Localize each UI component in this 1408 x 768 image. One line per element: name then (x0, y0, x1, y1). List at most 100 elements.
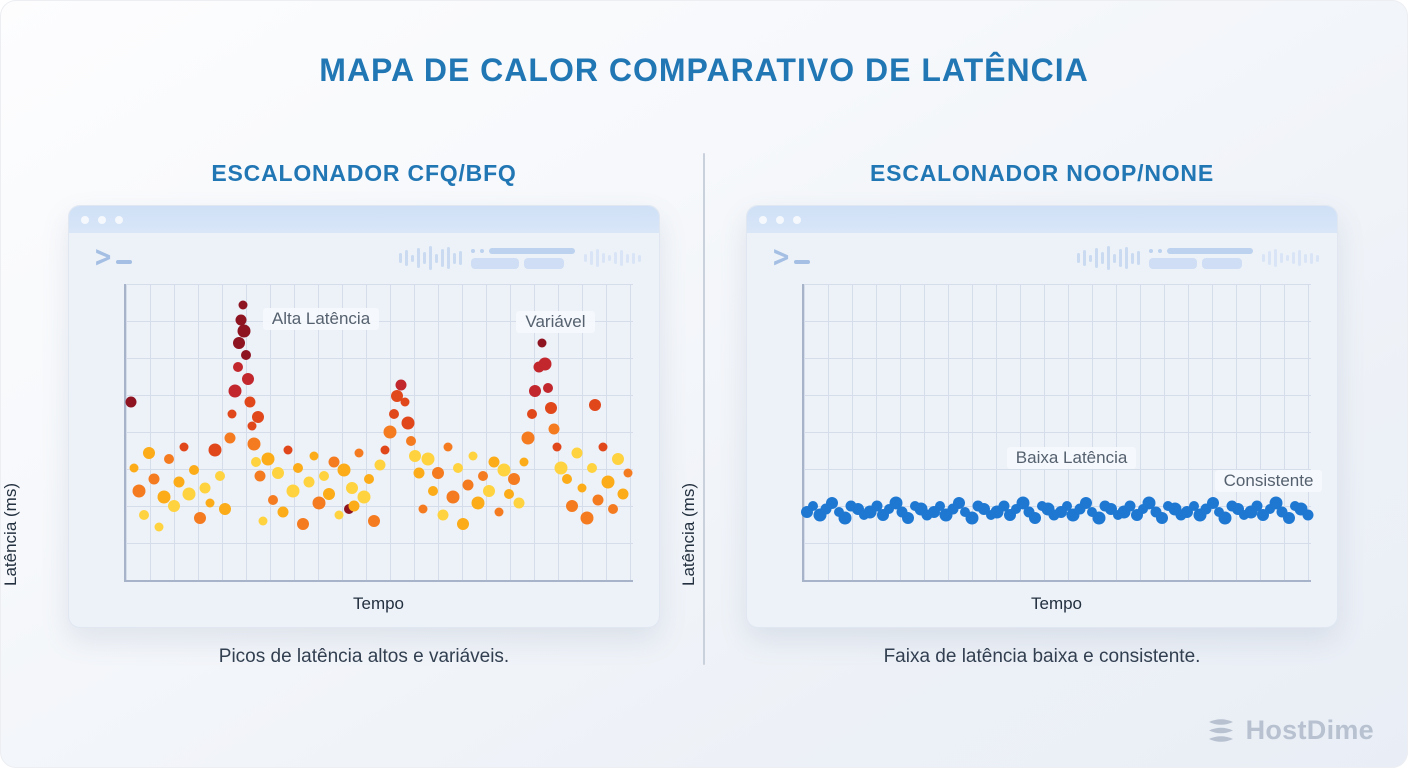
data-point (193, 511, 206, 524)
data-point (357, 490, 371, 504)
data-point (1011, 503, 1022, 514)
data-point (482, 485, 495, 498)
data-point (125, 396, 137, 408)
waveform-bar (1262, 254, 1265, 262)
waveform-bar (602, 253, 605, 263)
window-control-dot (793, 215, 801, 224)
data-point (227, 409, 237, 419)
chart-annotation: Alta Latência (262, 307, 380, 330)
hostdime-logo-text: HostDime (1245, 715, 1374, 745)
redacted-text-lines (471, 247, 575, 269)
data-point (391, 390, 404, 403)
data-point (972, 500, 984, 512)
data-point (237, 324, 251, 338)
terminal-prompt-icon: > (773, 241, 811, 276)
data-point (328, 456, 340, 468)
data-point (303, 476, 315, 488)
data-point (1302, 509, 1314, 521)
data-point (544, 402, 557, 415)
chart-annotation: Consistente (1214, 470, 1323, 493)
waveform-bar (1268, 251, 1271, 265)
page-title: MAPA DE CALOR COMPARATIVO DE LATÊNCIA (319, 52, 1089, 88)
waveform-bar (638, 254, 641, 262)
data-point (453, 462, 464, 473)
data-point (548, 423, 560, 435)
data-point (1124, 500, 1136, 512)
data-point (446, 490, 460, 504)
waveform-bar (1292, 252, 1295, 264)
window-titlebar (747, 206, 1337, 233)
waveform-bar (1113, 253, 1116, 263)
data-point (587, 462, 598, 473)
data-point (413, 467, 425, 479)
data-point (374, 459, 385, 471)
data-point (205, 498, 215, 508)
data-point (218, 502, 231, 515)
data-point (571, 447, 583, 459)
data-point (247, 437, 261, 451)
data-point (871, 500, 883, 512)
data-point (261, 452, 275, 466)
data-point (427, 486, 438, 497)
data-point (592, 494, 603, 506)
data-point (1282, 511, 1295, 524)
panel-header-noop: ESCALONADOR NOOP/NONE (870, 160, 1214, 186)
waveform-bar (1298, 250, 1301, 266)
data-point (1079, 497, 1092, 510)
redacted-text-lines (1149, 247, 1253, 269)
waveform-bar (441, 249, 444, 267)
data-point (312, 496, 326, 510)
window-titlebar (69, 206, 659, 233)
data-point (921, 509, 933, 521)
data-point (965, 511, 979, 525)
data-point (580, 511, 594, 525)
chart-annotation: Baixa Latência (1006, 446, 1137, 469)
data-point (154, 522, 164, 532)
data-point (1226, 500, 1238, 512)
data-point (138, 509, 149, 520)
data-point (838, 511, 852, 525)
data-point (497, 463, 511, 477)
data-point (960, 506, 971, 517)
data-point (250, 456, 261, 467)
data-point (1155, 511, 1168, 524)
window-control-dot (115, 215, 123, 224)
data-point (129, 463, 139, 473)
data-point (251, 411, 264, 424)
waveform-bar (1101, 252, 1104, 264)
data-point (538, 357, 552, 371)
data-point (189, 465, 200, 476)
data-point (268, 495, 279, 506)
x-axis-label: Tempo (352, 594, 405, 613)
data-point (1200, 503, 1212, 515)
data-point (309, 451, 319, 461)
data-point (471, 496, 485, 510)
data-point (199, 482, 211, 494)
x-axis-label: Tempo (1030, 594, 1083, 613)
data-point (889, 496, 903, 510)
data-point (272, 467, 285, 480)
waveform-bar (1089, 254, 1092, 262)
waveform-bar (1280, 253, 1283, 263)
data-point (354, 448, 364, 458)
data-point (388, 409, 399, 420)
data-point (401, 416, 415, 430)
chart-annotation: Variável (516, 310, 595, 333)
waveform-bar (405, 250, 408, 266)
data-point (421, 452, 435, 466)
panel-header-cfq: ESCALONADOR CFQ/BFQ (211, 160, 517, 186)
data-point (142, 446, 155, 459)
data-point (132, 484, 146, 498)
data-point (826, 497, 839, 510)
data-point (408, 449, 421, 462)
data-point (337, 463, 351, 477)
waveform-bar (614, 252, 617, 264)
data-point (1213, 506, 1224, 517)
data-point (529, 384, 542, 397)
data-point (148, 473, 160, 485)
data-point (168, 500, 181, 512)
terminal-prompt-icon: > (95, 241, 133, 276)
data-point (478, 471, 489, 482)
waveform-bar (1137, 251, 1140, 265)
waveform-bar (1274, 249, 1277, 267)
